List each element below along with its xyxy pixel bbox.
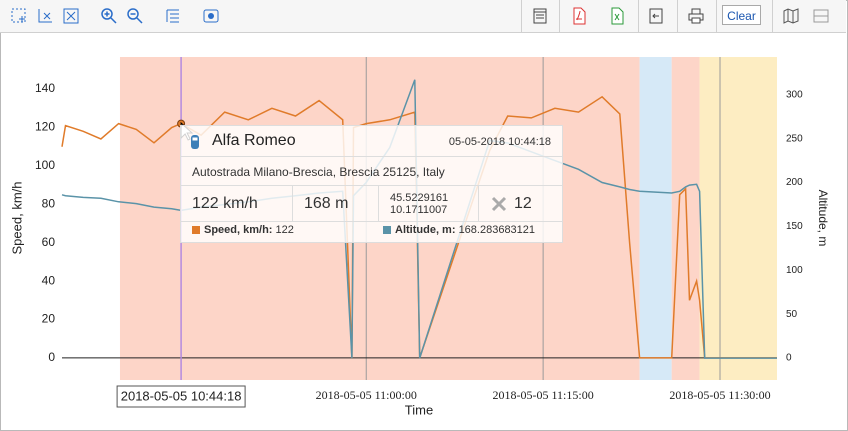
y-tick-label: 40: [42, 273, 56, 287]
vehicle-icon: [191, 135, 199, 149]
map-icon[interactable]: [782, 7, 800, 25]
tooltip-header: Alfa Romeo 05-05-2018 10:44:18: [181, 126, 562, 157]
table-icon[interactable]: [531, 7, 549, 25]
state-band: [639, 57, 672, 380]
x-tick-label: 2018-05-05 11:00:00: [316, 388, 417, 402]
y2-tick-label: 250: [786, 133, 803, 144]
tooltip-address-row: Autostrada Milano-Brescia, Brescia 25125…: [181, 157, 562, 186]
fit-icon[interactable]: [62, 7, 80, 25]
speed-swatch: [192, 226, 200, 234]
separator: [677, 0, 678, 32]
y2-tick-label: 100: [786, 265, 803, 276]
y2-tick-label: 150: [786, 221, 803, 232]
y-axis-label: Speed, km/h: [9, 182, 24, 255]
split-icon[interactable]: [812, 7, 830, 25]
cursor-label: 2018-05-05 10:44:18: [121, 388, 242, 403]
tooltip-stats-row: 122 km/h 168 m 45.5229161 10.1711007 12: [181, 186, 562, 222]
snapshot-icon[interactable]: [202, 7, 220, 25]
list-icon[interactable]: [164, 7, 182, 25]
separator: [772, 0, 773, 32]
x-tick-label: 2018-05-05 11:30:00: [669, 388, 770, 402]
y-tick-label: 120: [35, 120, 55, 134]
y2-tick-label: 200: [786, 177, 803, 188]
state-band: [671, 57, 700, 380]
y2-tick-label: 50: [786, 309, 798, 320]
satellites: 12: [514, 194, 532, 212]
y2-tick-label: 300: [786, 89, 803, 100]
latitude: 45.5229161: [390, 191, 449, 204]
y-tick-label: 80: [42, 196, 56, 210]
separator: [716, 0, 717, 32]
zoom-out-icon[interactable]: [126, 7, 144, 25]
x-tick-label: 2018-05-05 11:15:00: [493, 388, 594, 402]
separator: [521, 0, 522, 32]
clear-button[interactable]: Clear: [722, 5, 761, 25]
tooltip-legend: Speed, km/h: 122 Altitude, m: 168.283683…: [181, 222, 562, 243]
cursor-label-box: [116, 385, 246, 408]
y-tick-label: 100: [35, 158, 55, 172]
zoom-in-icon[interactable]: [100, 7, 118, 25]
address: Autostrada Milano-Brescia, Brescia 25125…: [192, 165, 445, 179]
altitude-legend-value: 168.283683121: [458, 224, 536, 236]
select-zoom-icon[interactable]: [10, 7, 28, 25]
import-icon[interactable]: [647, 7, 665, 25]
speed-legend-value: 122: [275, 224, 294, 236]
separator: [559, 0, 560, 32]
altitude: 168 m: [304, 194, 349, 212]
vehicle-name: Alfa Romeo: [212, 132, 296, 149]
altitude-legend-label: Altitude, m:: [395, 224, 456, 236]
y-tick-label: 0: [48, 350, 55, 364]
y-tick-label: 140: [35, 81, 55, 95]
state-band: [699, 57, 777, 380]
speed-cell: 122 km/h: [181, 186, 293, 221]
separator: [638, 0, 639, 32]
speed-legend-label: Speed, km/h:: [204, 224, 273, 236]
y-tick-label: 60: [42, 235, 56, 249]
altitude-cell: 168 m: [293, 186, 379, 221]
pdf-icon[interactable]: [570, 7, 588, 25]
longitude: 10.1711007: [390, 203, 448, 216]
excel-icon[interactable]: [608, 7, 626, 25]
satellite-icon: [491, 196, 507, 211]
tooltip: Alfa Romeo 05-05-2018 10:44:18 Autostrad…: [180, 125, 563, 243]
altitude-swatch: [383, 226, 391, 234]
coords-cell: 45.5229161 10.1711007: [379, 186, 479, 221]
tooltip-datetime: 05-05-2018 10:44:18: [448, 136, 551, 148]
satellites-cell: 12: [479, 186, 562, 221]
toolbar: Clear: [0, 0, 846, 33]
y2-axis-label: Altitude, m: [816, 190, 830, 247]
speed: 122 km/h: [192, 194, 258, 212]
print-icon[interactable]: [687, 7, 705, 25]
y2-tick-label: 0: [786, 353, 792, 364]
zoom-x-icon[interactable]: [36, 7, 54, 25]
x-axis-label: Time: [405, 402, 433, 417]
series-line: [61, 95, 777, 359]
y-tick-label: 20: [42, 312, 56, 326]
